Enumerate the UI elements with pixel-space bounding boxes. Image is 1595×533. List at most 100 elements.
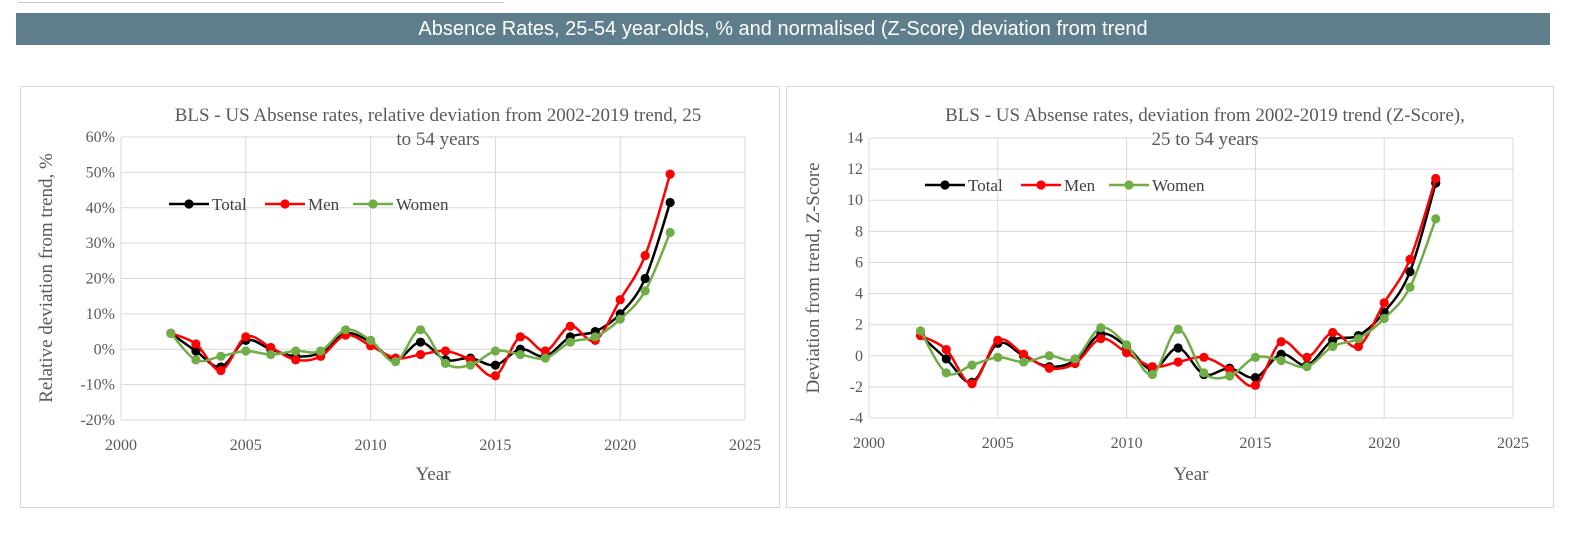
data-point-men [967,379,977,389]
y-axis-label: Relative deviation from trend, % [36,153,57,403]
x-axis-label: Year [1173,464,1209,485]
chart-panel-relative: -20% -10% 0% 10% 20% 30% 40% 50% 60% 2000 2005 2010… [20,86,780,508]
chart-title-line: BLS - US Absense rates, deviation from 2… [945,105,1465,126]
banner-title: Absence Rates, 25-54 year-olds, % and no… [418,17,1148,40]
x-tick-label: 2000 [853,435,885,452]
data-point-men [1302,352,1312,362]
data-point-men [1431,173,1441,184]
data-point-men [941,344,951,355]
data-point-women [1225,371,1235,381]
data-point-men [615,295,625,305]
data-point-men [1353,341,1364,352]
y-tick-label: 30% [86,235,115,252]
data-point-men [1122,348,1132,358]
legend-item-men: Men [265,195,340,214]
data-point-women [615,314,625,324]
data-point-men [540,346,550,356]
y-tick-label: 10 [847,192,863,209]
y-axis-label: Deviation from trend, Z-Score [803,162,824,393]
data-point-women [941,368,951,378]
gridlines [120,136,746,421]
series-women [166,227,675,370]
data-point-men [515,332,525,342]
data-point-women [1173,324,1183,334]
x-tick-label: 2010 [1111,435,1143,452]
data-point-women [1276,355,1286,366]
data-point-women [490,346,500,356]
data-point-women [565,337,575,347]
chart-title-line: to 54 years [396,129,479,150]
data-point-women [191,355,201,365]
y-tick-label: 10% [86,306,115,323]
legend-label-men: Men [1064,176,1096,195]
data-point-women [1122,340,1132,350]
legend-label-total: Total [212,195,247,214]
data-point-men [640,250,650,261]
page-banner: Absence Rates, 25-54 year-olds, % and no… [16,13,1550,45]
data-point-women [1431,214,1441,224]
data-point-women [1070,354,1080,364]
zscore-deviation-chart: -4 -2 0 2 4 6 8 10 12 14 2000 2005 2010 2015 2020 2025 B… [803,105,1529,485]
data-point-total [941,354,951,364]
data-point-women [1096,323,1106,333]
data-point-men [1173,357,1183,367]
x-tick-label: 2015 [1239,435,1271,452]
data-point-men [266,342,276,353]
data-point-total [490,360,500,370]
data-point-men [291,355,301,365]
chart-title-line: BLS - US Absense rates, relative deviati… [175,105,702,126]
legend-marker-men [1036,180,1046,190]
data-point-men [665,169,675,179]
x-tick-label: 2015 [479,437,511,454]
data-point-women [1353,334,1364,344]
legend-marker-men [280,199,290,209]
data-point-total [1405,267,1415,277]
legend-marker-women [1124,180,1134,190]
data-point-women [241,346,251,356]
y-tick-label: 40% [86,200,115,217]
x-tick-label: 2020 [1368,435,1400,452]
gridlines [868,137,1514,419]
data-point-men [1328,327,1338,338]
data-point-women [366,335,376,346]
x-tick-label: 2005 [230,437,262,454]
y-tick-label: 20% [86,271,115,288]
data-point-men [1044,363,1054,373]
x-axis-label: Year [415,464,451,485]
data-point-women [993,352,1003,362]
legend-item-men: Men [1021,176,1096,195]
legend-item-total: Total [925,176,1003,195]
data-point-women [1302,362,1312,372]
data-point-women [341,325,351,335]
data-point-women [1405,282,1415,292]
data-point-total [191,346,201,356]
legend-label-women: Women [396,195,449,214]
data-point-men [241,332,251,342]
data-point-men [1276,337,1286,347]
data-point-men [1199,352,1209,362]
data-point-men [490,371,500,381]
series-women [915,214,1441,381]
data-point-men [993,335,1003,345]
x-tick-label: 2025 [1497,435,1529,452]
data-point-men [565,321,575,331]
legend-label-men: Men [308,195,340,214]
data-point-total [1250,372,1260,383]
x-tick-label: 2020 [604,437,636,454]
data-point-men [1147,362,1157,372]
y-tick-label: 8 [855,223,863,240]
y-tick-label: 50% [86,164,115,181]
data-point-women [316,346,326,356]
data-point-women [1018,357,1029,367]
y-tick-label: -10% [80,377,115,394]
x-tick-label: 2005 [982,435,1014,452]
chart-legend: Total Men Women [169,195,449,214]
data-point-women [1199,368,1209,378]
legend-item-total: Total [169,195,247,214]
legend-marker-women [368,199,378,209]
legend-item-women: Women [353,195,449,214]
y-tick-label: 0% [94,341,115,358]
data-point-men [1379,298,1389,308]
data-point-women [440,358,451,368]
legend-marker-total [940,180,950,190]
